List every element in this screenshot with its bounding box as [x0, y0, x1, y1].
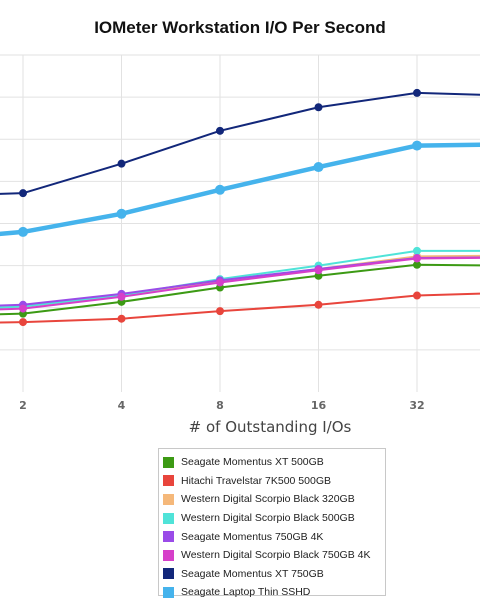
series-line	[0, 91, 480, 195]
legend-item: Western Digital Scorpio Black 750GB 4K	[163, 546, 385, 565]
x-tick-labels: 2 4 8 16 32	[19, 399, 424, 412]
series-line	[0, 142, 480, 237]
legend-item: Western Digital Scorpio Black 320GB	[163, 490, 385, 509]
series-group	[0, 252, 480, 311]
data-point	[413, 291, 421, 300]
data-point	[116, 208, 127, 219]
data-point	[314, 271, 323, 280]
series-group	[0, 140, 480, 237]
legend-item: Seagate Laptop Thin SSHD	[163, 583, 385, 602]
legend-item: Seagate Momentus XT 500GB	[163, 453, 385, 472]
legend-label: Hitachi Travelstar 7K500 500GB	[181, 474, 331, 487]
x-axis-label: # of Outstanding I/Os	[188, 418, 352, 436]
legend-swatch	[163, 568, 174, 580]
data-point	[412, 140, 422, 151]
data-point	[413, 246, 421, 255]
plot-area: 2 4 8 16 32	[0, 54, 480, 412]
series-group	[0, 260, 480, 318]
legend-item: Western Digital Scorpio Black 500GB	[163, 509, 385, 528]
legend-label: Seagate Momentus 750GB 4K	[181, 530, 324, 543]
legend-swatch	[163, 531, 174, 543]
data-point	[314, 266, 323, 275]
legend-label: Western Digital Scorpio Black 320GB	[181, 493, 355, 506]
legend: Seagate Momentus XT 500GB Hitachi Travels…	[158, 448, 386, 598]
legend-swatch	[163, 586, 174, 598]
data-point	[19, 304, 27, 313]
legend-swatch	[163, 493, 174, 505]
chart-title: IOMeter Workstation I/O Per Second	[94, 18, 386, 37]
legend-label: Western Digital Scorpio Black 750GB 4K	[181, 549, 371, 562]
data-point	[413, 88, 421, 97]
data-point	[19, 189, 27, 198]
series-group	[0, 291, 480, 327]
data-point	[314, 300, 323, 309]
data-point	[216, 126, 224, 135]
legend-swatch	[163, 456, 174, 468]
data-point	[117, 159, 126, 168]
x-tick-label: 4	[118, 399, 126, 412]
legend-item: Hitachi Travelstar 7K500 500GB	[163, 472, 385, 491]
data-point	[117, 314, 126, 323]
data-point	[313, 162, 324, 173]
data-point	[19, 318, 27, 327]
legend-label: Seagate Laptop Thin SSHD	[181, 586, 311, 599]
data-point	[413, 260, 421, 269]
legend-swatch	[163, 549, 174, 561]
data-point	[18, 226, 28, 237]
legend-swatch	[163, 475, 174, 487]
series-line	[0, 263, 480, 316]
data-point	[117, 292, 126, 301]
series-group	[0, 254, 480, 313]
data-point	[314, 103, 323, 112]
legend-item: Seagate Momentus XT 750GB	[163, 565, 385, 584]
x-tick-label: 16	[311, 399, 327, 412]
x-tick-label: 32	[409, 399, 424, 412]
x-tick-label: 2	[19, 399, 27, 412]
data-point	[215, 184, 225, 195]
legend-item: Seagate Momentus 750GB 4K	[163, 527, 385, 546]
series-lines	[0, 88, 480, 327]
data-point	[413, 254, 421, 263]
x-tick-label: 8	[216, 399, 224, 412]
data-point	[216, 307, 224, 316]
series-group	[0, 88, 480, 198]
legend-label: Seagate Momentus XT 750GB	[181, 567, 324, 580]
data-point	[216, 278, 224, 287]
legend-swatch	[163, 512, 174, 524]
legend-label: Seagate Momentus XT 500GB	[181, 456, 324, 469]
legend-label: Western Digital Scorpio Black 500GB	[181, 512, 355, 525]
